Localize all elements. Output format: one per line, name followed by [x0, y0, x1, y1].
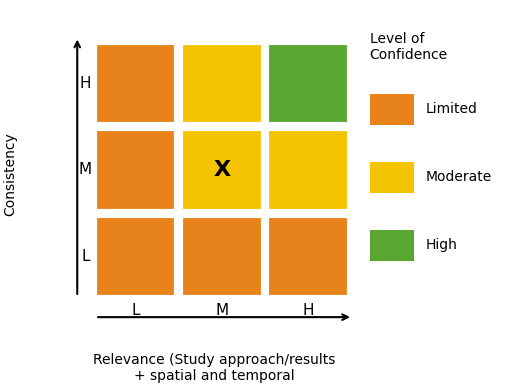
- Bar: [268, 216, 349, 297]
- Text: L: L: [81, 249, 90, 264]
- Text: Limited: Limited: [426, 102, 478, 116]
- Bar: [268, 43, 349, 125]
- Bar: [181, 43, 262, 125]
- Text: High: High: [426, 238, 458, 252]
- Text: L: L: [131, 303, 140, 318]
- Text: Level of
Confidence: Level of Confidence: [370, 32, 448, 62]
- Text: Relevance (Study approach/results
+ spatial and temporal: Relevance (Study approach/results + spat…: [92, 353, 335, 383]
- Bar: [181, 216, 262, 297]
- Bar: [370, 162, 414, 193]
- Bar: [95, 216, 176, 297]
- Bar: [370, 94, 414, 125]
- Text: H: H: [303, 303, 314, 318]
- Text: H: H: [80, 76, 91, 91]
- Bar: [268, 129, 349, 211]
- Text: Consistency: Consistency: [4, 132, 17, 216]
- Bar: [95, 43, 176, 125]
- Text: Moderate: Moderate: [426, 170, 492, 184]
- Text: M: M: [215, 303, 229, 318]
- Bar: [181, 129, 262, 211]
- Text: M: M: [79, 163, 92, 178]
- Bar: [95, 129, 176, 211]
- Text: X: X: [213, 160, 231, 180]
- Bar: [370, 230, 414, 261]
